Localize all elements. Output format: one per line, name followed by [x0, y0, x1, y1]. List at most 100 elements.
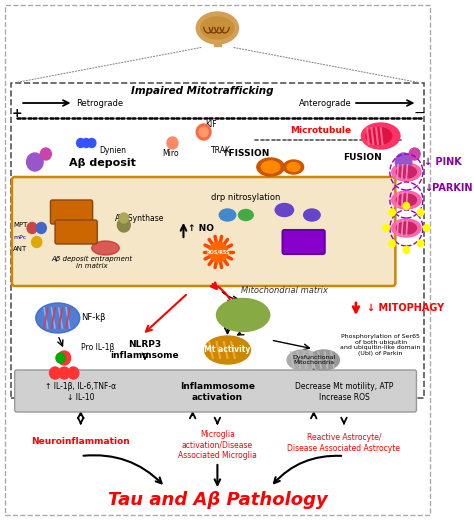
Circle shape — [423, 225, 430, 231]
Text: Miro: Miro — [162, 149, 179, 158]
FancyBboxPatch shape — [12, 177, 395, 286]
Circle shape — [77, 138, 85, 148]
Text: TIM23: TIM23 — [63, 228, 90, 237]
FancyBboxPatch shape — [5, 5, 430, 515]
Circle shape — [27, 223, 37, 233]
Ellipse shape — [217, 298, 270, 332]
Text: Dynien: Dynien — [99, 146, 126, 154]
Text: NLRP3
inflammsome: NLRP3 inflammsome — [110, 340, 179, 360]
Text: Fis: Fis — [241, 213, 250, 217]
Circle shape — [82, 138, 91, 148]
Circle shape — [209, 242, 228, 262]
Circle shape — [383, 225, 390, 231]
Circle shape — [199, 127, 208, 137]
Circle shape — [88, 138, 96, 148]
Ellipse shape — [201, 17, 234, 39]
Circle shape — [36, 223, 46, 233]
Text: ↓opa: ↓opa — [291, 238, 317, 246]
Ellipse shape — [304, 209, 320, 221]
Text: drp: drp — [222, 213, 233, 217]
Text: Decrease Mt motility, ATP
Increase ROS: Decrease Mt motility, ATP Increase ROS — [295, 382, 393, 401]
Text: ↑ NO: ↑ NO — [188, 224, 214, 232]
FancyBboxPatch shape — [11, 83, 424, 398]
Ellipse shape — [396, 222, 417, 234]
Circle shape — [50, 367, 61, 379]
Text: Aβ deposit entrapment
in matrix: Aβ deposit entrapment in matrix — [51, 255, 132, 268]
Text: Impaired Mitotrafficking: Impaired Mitotrafficking — [130, 86, 273, 96]
Text: ATPSynthase: ATPSynthase — [115, 214, 164, 223]
FancyBboxPatch shape — [50, 200, 92, 224]
Text: Reactive Astrocyte/
Disease Associated Astrocyte: Reactive Astrocyte/ Disease Associated A… — [288, 433, 401, 453]
Text: mPc: mPc — [14, 235, 27, 240]
Ellipse shape — [283, 160, 304, 174]
Circle shape — [118, 218, 130, 232]
Ellipse shape — [275, 203, 293, 216]
Ellipse shape — [366, 127, 392, 145]
Text: −: − — [413, 106, 425, 120]
Text: Phosphorylation of Ser65
of both ubiquitin
and ubiquitin-like domain
(Ubl) of Pa: Phosphorylation of Ser65 of both ubiquit… — [340, 334, 421, 356]
Text: ↓ PINK: ↓ PINK — [424, 157, 462, 167]
Circle shape — [27, 153, 43, 171]
Circle shape — [418, 209, 424, 216]
Text: Dysfunctional
Mitochondria: Dysfunctional Mitochondria — [292, 355, 335, 366]
Ellipse shape — [205, 336, 250, 364]
Circle shape — [58, 351, 71, 365]
Text: DAMP release: DAMP release — [164, 370, 222, 380]
Text: TRAK: TRAK — [211, 146, 231, 154]
Text: Retrograde: Retrograde — [76, 98, 123, 108]
Circle shape — [418, 240, 424, 247]
Text: ↑ IL-1β, IL-6,TNF-α
↓ IL-10: ↑ IL-1β, IL-6,TNF-α ↓ IL-10 — [45, 382, 116, 401]
Text: Microtubule: Microtubule — [291, 125, 352, 135]
Ellipse shape — [262, 161, 280, 173]
Circle shape — [68, 367, 79, 379]
Ellipse shape — [36, 303, 80, 333]
Text: FUSION: FUSION — [343, 152, 382, 162]
Text: ANT: ANT — [13, 246, 27, 252]
Text: ROS/RSS: ROS/RSS — [207, 250, 230, 254]
Circle shape — [389, 240, 395, 247]
Ellipse shape — [219, 209, 236, 221]
FancyBboxPatch shape — [283, 230, 325, 254]
Text: NF-kβ: NF-kβ — [81, 314, 105, 322]
Text: Tau: Tau — [399, 160, 409, 164]
Ellipse shape — [392, 191, 421, 209]
Text: P: P — [43, 151, 48, 157]
Text: Mt activity: Mt activity — [204, 345, 251, 355]
Text: Tau and Aβ Pathology: Tau and Aβ Pathology — [108, 491, 327, 509]
Text: MPT: MPT — [13, 222, 27, 228]
Circle shape — [40, 148, 51, 160]
Text: ↓ MITOPHAGY: ↓ MITOPHAGY — [367, 303, 444, 313]
Text: Mfn2: Mfn2 — [276, 207, 292, 213]
Text: Mfn1: Mfn1 — [304, 213, 319, 217]
Text: Tau: Tau — [29, 160, 40, 164]
Circle shape — [395, 153, 412, 171]
FancyBboxPatch shape — [15, 370, 417, 412]
Text: TOM40: TOM40 — [56, 207, 87, 216]
Ellipse shape — [308, 350, 339, 370]
Text: Aβ deposit: Aβ deposit — [69, 158, 136, 168]
Text: drp nitrosylation: drp nitrosylation — [211, 192, 281, 202]
Ellipse shape — [396, 166, 417, 178]
Ellipse shape — [92, 241, 119, 255]
Circle shape — [59, 367, 70, 379]
Text: ↓PARKIN: ↓PARKIN — [424, 183, 472, 193]
Circle shape — [403, 202, 410, 210]
Ellipse shape — [396, 194, 417, 206]
Text: Microglia
activation/Disease
Associated Microglia: Microglia activation/Disease Associated … — [178, 430, 257, 460]
Circle shape — [167, 137, 178, 149]
Text: P: P — [412, 151, 417, 157]
Text: Lysosomal
mTOR activity: Lysosomal mTOR activity — [219, 308, 268, 321]
Circle shape — [56, 353, 65, 363]
Text: KIF: KIF — [205, 120, 217, 128]
Text: Pro IL-1β: Pro IL-1β — [81, 343, 114, 352]
Ellipse shape — [196, 12, 238, 44]
Text: ↑FISSION: ↑FISSION — [222, 149, 270, 158]
Circle shape — [389, 209, 395, 216]
Circle shape — [409, 148, 420, 160]
Circle shape — [32, 237, 42, 248]
FancyBboxPatch shape — [214, 34, 221, 46]
Text: Neuroinflammation: Neuroinflammation — [31, 437, 130, 447]
Ellipse shape — [287, 163, 300, 172]
Ellipse shape — [361, 123, 400, 149]
Text: Mitochondrial matrix: Mitochondrial matrix — [241, 286, 328, 295]
